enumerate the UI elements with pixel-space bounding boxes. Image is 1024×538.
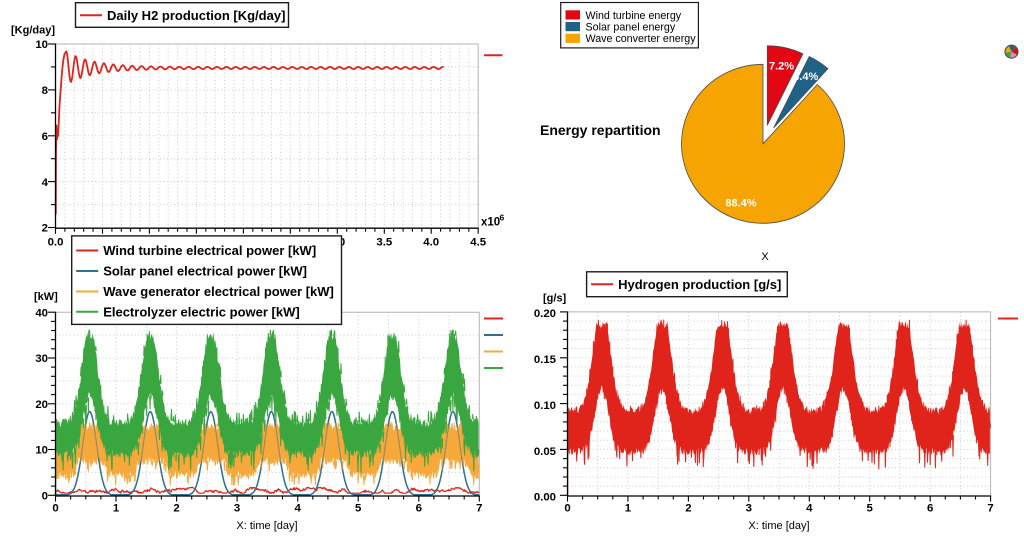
svg-text:5: 5 — [355, 503, 362, 515]
svg-text:4: 4 — [806, 503, 813, 515]
svg-text:0.05: 0.05 — [534, 446, 557, 458]
svg-text:4.0: 4.0 — [423, 237, 439, 249]
svg-text:0.00: 0.00 — [534, 492, 556, 504]
svg-text:0.20: 0.20 — [534, 308, 556, 320]
svg-text:40: 40 — [35, 307, 48, 319]
svg-text:0: 0 — [564, 503, 570, 515]
svg-text:0.0: 0.0 — [48, 237, 64, 249]
svg-text:Solar panel electrical power [: Solar panel electrical power [kW] — [103, 264, 307, 279]
svg-text:x10: x10 — [481, 217, 500, 229]
svg-text:0: 0 — [42, 491, 48, 503]
svg-text:X: X — [761, 251, 769, 263]
svg-text:[g/s]: [g/s] — [543, 293, 567, 305]
svg-text:1: 1 — [113, 503, 120, 515]
svg-text:6: 6 — [500, 213, 505, 223]
svg-text:3: 3 — [746, 503, 752, 515]
svg-text:Wave converter energy: Wave converter energy — [586, 33, 697, 45]
svg-text:X: time [day]: X: time [day] — [236, 520, 297, 532]
svg-text:10: 10 — [35, 39, 48, 51]
svg-text:0.10: 0.10 — [534, 400, 556, 412]
svg-text:7.2%: 7.2% — [769, 61, 794, 73]
svg-text:20: 20 — [35, 399, 48, 411]
svg-text:6: 6 — [927, 503, 933, 515]
svg-text:7: 7 — [987, 503, 993, 515]
svg-text:1: 1 — [625, 503, 632, 515]
svg-text:30: 30 — [35, 353, 48, 365]
svg-text:7: 7 — [476, 503, 482, 515]
svg-text:X: time [day]: X: time [day] — [748, 520, 809, 532]
svg-text:Energy repartition: Energy repartition — [540, 122, 661, 138]
svg-text:4: 4 — [295, 503, 302, 515]
svg-text:Wind turbine electrical power: Wind turbine electrical power [kW] — [103, 243, 316, 258]
svg-text:Wind turbine energy: Wind turbine energy — [586, 10, 682, 22]
svg-text:0: 0 — [52, 503, 58, 515]
svg-text:10: 10 — [35, 445, 48, 457]
svg-text:[Kg/day]: [Kg/day] — [11, 25, 55, 37]
svg-text:4.5: 4.5 — [470, 237, 486, 249]
svg-text:8: 8 — [42, 85, 48, 97]
svg-text:2: 2 — [173, 503, 179, 515]
svg-text:6: 6 — [416, 503, 422, 515]
svg-text:6: 6 — [42, 131, 48, 143]
svg-text:[kW]: [kW] — [34, 291, 58, 303]
svg-text:2: 2 — [685, 503, 691, 515]
svg-text:3: 3 — [234, 503, 240, 515]
svg-text:4.4%: 4.4% — [793, 71, 818, 83]
svg-text:Solar panel energy: Solar panel energy — [586, 22, 676, 34]
svg-text:3.5: 3.5 — [376, 237, 392, 249]
svg-text:2: 2 — [42, 223, 48, 235]
svg-text:4: 4 — [42, 177, 49, 189]
svg-text:5: 5 — [867, 503, 874, 515]
svg-text:Hydrogen production [g/s]: Hydrogen production [g/s] — [618, 277, 781, 292]
svg-text:88.4%: 88.4% — [725, 198, 756, 210]
svg-text:Electrolyzer electric power [k: Electrolyzer electric power [kW] — [103, 304, 300, 319]
svg-text:0.15: 0.15 — [534, 354, 557, 366]
svg-text:Wave generator electrical powe: Wave generator electrical power [kW] — [103, 284, 334, 299]
svg-text:Daily H2 production [Kg/day]: Daily H2 production [Kg/day] — [107, 8, 285, 23]
